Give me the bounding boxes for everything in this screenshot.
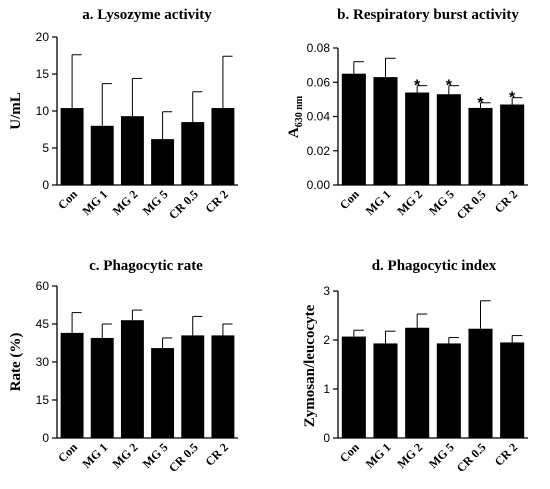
bar (60, 108, 84, 185)
x-tick-label: MG 2 (394, 187, 425, 218)
x-tick-label: MG 1 (79, 440, 110, 471)
chart-title: d. Phagocytic index (372, 258, 497, 274)
y-axis-label: A630 nm (286, 95, 305, 138)
y-axis-label-main: A (286, 127, 302, 138)
bar (151, 348, 175, 438)
y-tick-label: 10 (36, 104, 50, 118)
y-tick-label: 0.06 (307, 75, 331, 89)
x-tick-label: CR 2 (202, 187, 231, 216)
y-tick-label: 15 (36, 393, 50, 407)
y-tick-label: 45 (36, 317, 50, 331)
x-tick-label: Con (337, 440, 362, 465)
bar (468, 328, 493, 438)
x-tick-label: CR 2 (492, 187, 521, 216)
y-tick-label: 1 (323, 382, 330, 396)
y-tick-label: 0 (42, 431, 49, 445)
y-tick-label: 2 (323, 333, 330, 347)
y-tick-label: 0.04 (307, 110, 331, 124)
bar (181, 335, 205, 438)
bar (373, 343, 398, 438)
bar (60, 332, 84, 438)
bar (500, 104, 525, 185)
x-tick-label: MG 1 (363, 187, 394, 218)
y-tick-label: 0 (42, 178, 49, 192)
x-tick-label: CR 2 (202, 440, 231, 469)
chart-title: a. Lysozyme activity (82, 7, 212, 23)
significance-marker: * (446, 78, 453, 95)
y-tick-label: 5 (42, 141, 49, 155)
bar (341, 336, 366, 438)
bar (211, 335, 235, 438)
significance-marker: * (414, 78, 421, 95)
y-tick-label: 20 (36, 30, 50, 44)
x-tick-label: MG 1 (363, 440, 394, 471)
x-tick-label: MG 2 (110, 440, 141, 471)
bar (90, 125, 114, 185)
x-tick-label: MG 2 (394, 440, 425, 471)
x-tick-label: MG 5 (426, 440, 457, 471)
x-tick-label: Con (55, 440, 80, 465)
panel-respiratory-burst-activity: b. Respiratory burst activity A630 nm 0.… (286, 7, 528, 222)
panel-phagocytic-rate: c. Phagocytic rate Rate (%) 0 15 30 45 60 Con… (8, 258, 238, 475)
y-axis-label: Rate (%) (8, 333, 24, 392)
significance-marker: * (509, 90, 516, 107)
bar (151, 139, 175, 185)
x-tick-label: MG 5 (426, 187, 457, 218)
y-tick-label: 0.02 (307, 144, 331, 158)
significance-marker: * (477, 95, 484, 112)
bar (436, 343, 461, 438)
y-tick-label: 15 (36, 67, 50, 81)
y-tick-label: 60 (36, 279, 50, 293)
y-axis-label-subscript: 630 nm (294, 95, 305, 127)
y-axis-label: U/mL (8, 92, 24, 130)
bar (405, 327, 430, 438)
x-tick-label: Con (337, 187, 362, 212)
x-tick-label: MG 2 (110, 187, 141, 218)
chart-title: b. Respiratory burst activity (337, 7, 519, 23)
x-tick-label: CR 2 (492, 440, 521, 469)
bar (373, 77, 398, 185)
y-tick-label: 30 (36, 355, 50, 369)
y-axis-label: Zymosan/leucocyte (302, 304, 318, 427)
bar (181, 122, 205, 185)
y-tick-label: 0 (323, 431, 330, 445)
bar (120, 116, 144, 185)
bar (211, 108, 235, 185)
x-tick-label: Con (55, 187, 80, 212)
x-tick-label: CR 0.5 (454, 187, 489, 222)
x-tick-label: CR 0.5 (166, 440, 201, 475)
y-tick-label: 3 (323, 284, 330, 298)
x-tick-label: CR 0.5 (454, 440, 489, 475)
bar (90, 337, 114, 438)
y-tick-label: 0.00 (307, 178, 331, 192)
bar (436, 94, 461, 185)
bar (500, 342, 525, 438)
panel-phagocytic-index: d. Phagocytic index Zymosan/leucocyte 0 1… (302, 258, 528, 475)
x-tick-label: CR 0.5 (166, 187, 201, 222)
bar (405, 92, 430, 185)
x-tick-label: MG 1 (79, 187, 110, 218)
y-tick-label: 0.08 (307, 41, 331, 55)
bar (120, 320, 144, 438)
bar (341, 73, 366, 185)
bar (468, 107, 493, 185)
chart-title: c. Phagocytic rate (89, 258, 203, 274)
